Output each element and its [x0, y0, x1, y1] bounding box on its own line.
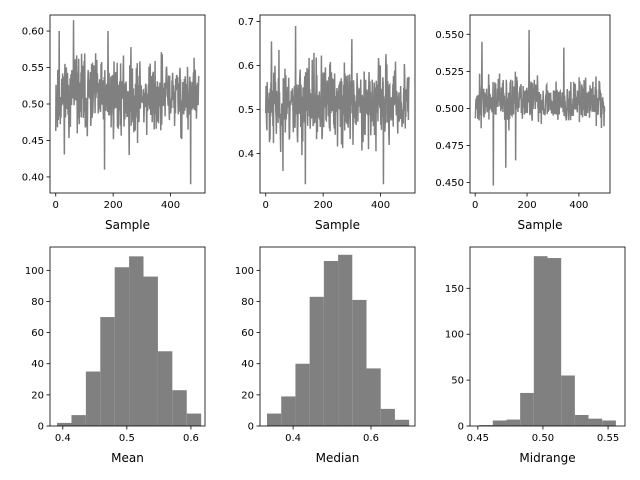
y-tick-label: 0.45: [22, 136, 44, 147]
x-tick-label: 400: [569, 200, 588, 211]
subplot-1: 0 200 400 0.40 0.45 0.50 0.55 0.60 Sample: [22, 14, 206, 232]
y-tick-label: 0.4: [238, 149, 254, 160]
histogram-bar: [71, 415, 86, 426]
x-tick-label: 400: [371, 200, 390, 211]
x-axis-label: Sample: [105, 218, 150, 232]
y-tick-label: 40: [31, 359, 44, 370]
axes-frame: [49, 246, 206, 427]
histogram-bar: [338, 254, 353, 426]
y-tick-label: 0.5: [238, 105, 254, 116]
histogram-bar: [588, 418, 603, 426]
histogram-bar: [352, 299, 367, 426]
subplot-6: 0.45 0.50 0.55 0 50 100 150 Midrange: [445, 246, 626, 465]
subplot-3: 0 200 400 0.450 0.475 0.500 0.525 0.550 Sample: [435, 14, 611, 232]
y-tick-label: 0.60: [22, 27, 44, 38]
histogram-bar: [574, 414, 589, 426]
x-tick-label: 0.55: [597, 433, 619, 444]
y-tick-label: 0.40: [22, 172, 44, 183]
y-tick-label: 80: [241, 297, 254, 308]
histogram-bar: [57, 422, 72, 426]
histogram-bar: [281, 396, 296, 426]
y-tick-label: 60: [31, 328, 44, 339]
x-tick-label: 200: [517, 200, 536, 211]
x-axis-label: Median: [316, 451, 360, 465]
axes-frame: [259, 246, 416, 427]
x-axis-label: Sample: [315, 218, 360, 232]
y-tick-label: 80: [31, 297, 44, 308]
histogram-bar: [85, 371, 101, 426]
y-tick-label: 0.55: [22, 63, 44, 74]
axes-frame: [259, 14, 416, 194]
subplot-4: 0.4 0.5 0.6 0 20 40 60 80 100 Mean: [25, 246, 206, 465]
y-tick-label: 0.475: [435, 141, 464, 152]
histogram-bar: [143, 276, 158, 426]
series-line: [264, 25, 410, 185]
x-tick-label: 400: [161, 200, 180, 211]
subplot-2: 0 200 400 0.4 0.5 0.6 0.7 Sample: [238, 14, 416, 232]
x-tick-label: 0.45: [467, 433, 489, 444]
x-tick-label: 0.6: [183, 433, 199, 444]
histogram-bar: [492, 420, 507, 426]
y-tick-label: 60: [241, 328, 254, 339]
y-tick-label: 0: [458, 422, 464, 433]
histogram-bar: [172, 390, 187, 426]
x-tick-label: 0: [53, 200, 59, 211]
y-tick-label: 0.6: [238, 61, 254, 72]
histogram-bar: [157, 351, 173, 426]
histogram-bar: [394, 419, 410, 426]
histogram-bar: [506, 419, 521, 426]
histogram-bar: [100, 317, 115, 426]
x-tick-label: 200: [314, 200, 333, 211]
histogram-bar: [323, 261, 339, 426]
y-tick-label: 0.7: [238, 17, 254, 28]
y-tick-label: 0.550: [435, 30, 464, 41]
histogram-bar: [309, 296, 324, 426]
x-axis-label: Sample: [518, 218, 563, 232]
x-tick-label: 0: [263, 200, 269, 211]
histogram-bar: [547, 258, 562, 426]
histogram-bar: [129, 256, 144, 426]
x-tick-label: 0.4: [285, 433, 301, 444]
histogram-bar: [295, 363, 310, 426]
histogram-bar: [267, 413, 282, 426]
y-tick-label: 0: [38, 422, 44, 433]
y-tick-label: 100: [25, 266, 44, 277]
histogram-bar: [602, 420, 616, 426]
histogram-bar: [380, 408, 395, 426]
histogram-bar: [479, 425, 493, 426]
axes-frame: [469, 246, 626, 427]
y-tick-label: 40: [241, 359, 254, 370]
y-tick-label: 0.500: [435, 104, 464, 115]
y-tick-label: 20: [241, 390, 254, 401]
y-tick-label: 50: [451, 376, 464, 387]
x-tick-label: 200: [104, 200, 123, 211]
x-tick-label: 0: [472, 200, 478, 211]
x-axis-label: Midrange: [519, 451, 575, 465]
y-tick-label: 20: [31, 390, 44, 401]
histogram-bar: [366, 368, 381, 426]
y-tick-label: 150: [445, 284, 464, 295]
histogram-bar: [520, 392, 534, 426]
histogram-bar: [561, 375, 575, 426]
x-axis-label: Mean: [111, 451, 144, 465]
histogram-bar: [114, 267, 130, 426]
y-tick-label: 100: [445, 330, 464, 341]
series-line: [474, 29, 606, 186]
histogram-bar: [186, 413, 202, 426]
axes-frame: [469, 14, 611, 194]
y-tick-label: 0.525: [435, 67, 464, 78]
series-line: [54, 20, 200, 185]
y-tick-label: 0: [248, 422, 254, 433]
subplot-5: 0.4 0.6 0 20 40 60 80 100 Median: [235, 246, 416, 465]
x-tick-label: 0.4: [55, 433, 71, 444]
y-tick-label: 0.50: [22, 100, 44, 111]
x-tick-label: 0.50: [532, 433, 554, 444]
x-tick-label: 0.6: [363, 433, 379, 444]
histogram-bar: [533, 256, 548, 426]
y-tick-label: 0.450: [435, 178, 464, 189]
y-tick-label: 100: [235, 266, 254, 277]
x-tick-label: 0.5: [119, 433, 135, 444]
